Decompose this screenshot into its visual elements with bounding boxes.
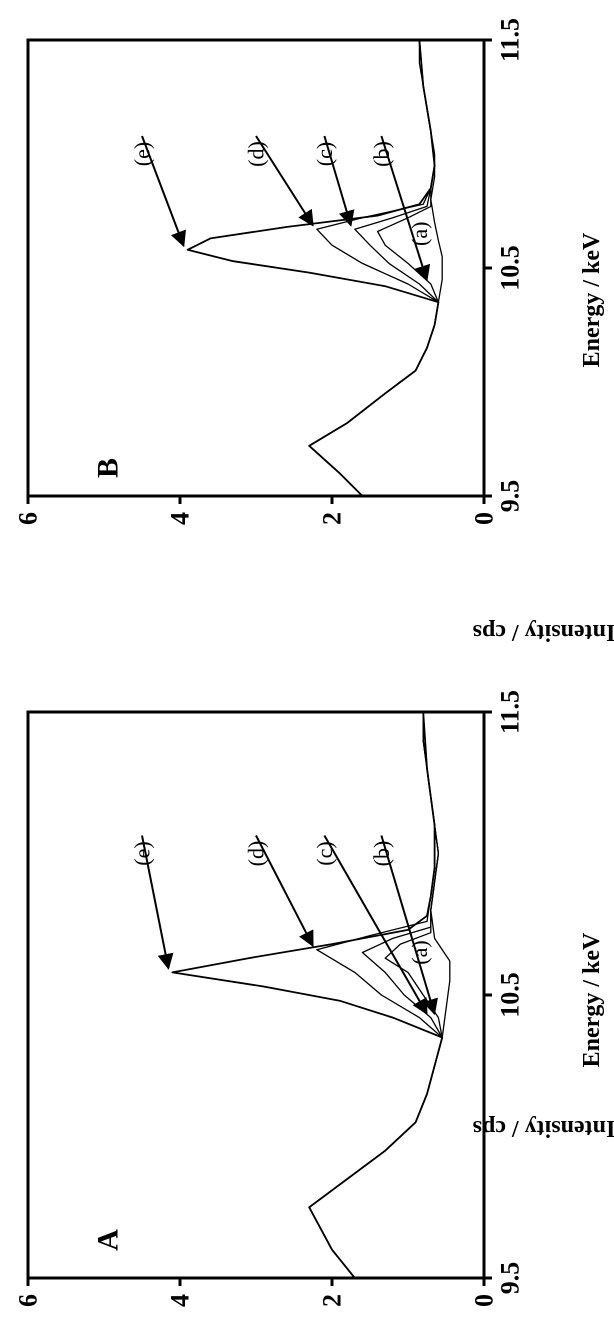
plot-frame	[26, 38, 486, 498]
y-tick-label: 0	[470, 512, 499, 525]
y-tick-label: 6	[14, 1294, 43, 1307]
y-tick-label: 4	[166, 512, 195, 525]
label-arrow	[141, 835, 174, 970]
series-line-d	[308, 39, 440, 497]
series-label-e: (e)	[130, 841, 155, 865]
label-arrow	[141, 135, 186, 248]
label-arrow	[323, 135, 355, 227]
y-tick-label: 2	[318, 1294, 347, 1307]
series-label-c: (c)	[312, 841, 337, 865]
y-axis-title: Intensity / cps	[473, 1115, 614, 1141]
chart-panel-b: 9.510.511.50246(a)(b)(c)(d)(e)BIntensity…	[14, 18, 614, 645]
label-arrow	[255, 835, 314, 948]
y-tick-label: 6	[14, 512, 43, 525]
x-tick-label: 10.5	[495, 245, 524, 291]
series-line-e	[171, 711, 444, 1279]
label-arrow	[380, 835, 438, 1016]
series-label-d: (d)	[244, 141, 269, 167]
panel-label: A	[92, 1229, 125, 1251]
chart-panel-a: 9.510.511.50246(a)(b)(c)(d)(e)AIntensity…	[14, 690, 614, 1307]
x-tick-label: 11.5	[495, 690, 524, 734]
x-tick-label: 9.5	[495, 1262, 524, 1295]
series-label-a: (a)	[407, 222, 432, 246]
series-line-e	[186, 39, 440, 497]
y-tick-label: 2	[318, 512, 347, 525]
panel-label: B	[92, 458, 125, 478]
label-arrow	[255, 135, 314, 227]
y-tick-label: 0	[470, 1294, 499, 1307]
label-arrow	[380, 135, 431, 282]
series-label-e: (e)	[130, 142, 155, 166]
x-tick-label: 10.5	[495, 972, 524, 1018]
y-tick-label: 4	[166, 1294, 195, 1307]
label-arrow	[323, 835, 428, 1016]
x-tick-label: 9.5	[495, 480, 524, 513]
x-axis-title: Energy / keV	[579, 932, 605, 1067]
x-tick-label: 11.5	[495, 18, 524, 62]
x-axis-title: Energy / keV	[579, 232, 605, 367]
y-axis-title: Intensity / cps	[473, 619, 614, 645]
